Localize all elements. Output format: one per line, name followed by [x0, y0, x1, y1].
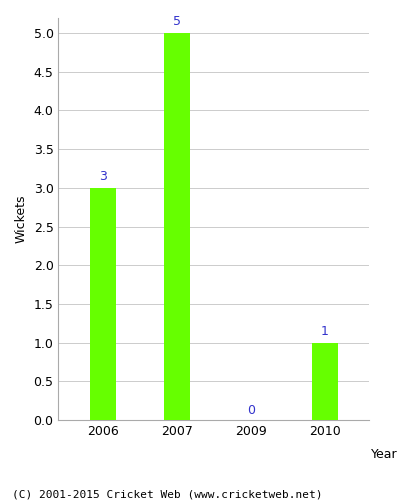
Text: 5: 5 [173, 16, 181, 28]
X-axis label: Year: Year [371, 448, 398, 461]
Text: (C) 2001-2015 Cricket Web (www.cricketweb.net): (C) 2001-2015 Cricket Web (www.cricketwe… [12, 490, 322, 500]
Y-axis label: Wickets: Wickets [15, 194, 28, 243]
Text: 1: 1 [321, 325, 328, 338]
Bar [164, 33, 190, 420]
Text: 3: 3 [99, 170, 107, 183]
Bar [312, 342, 338, 420]
Text: 0: 0 [247, 404, 255, 417]
Bar [90, 188, 116, 420]
